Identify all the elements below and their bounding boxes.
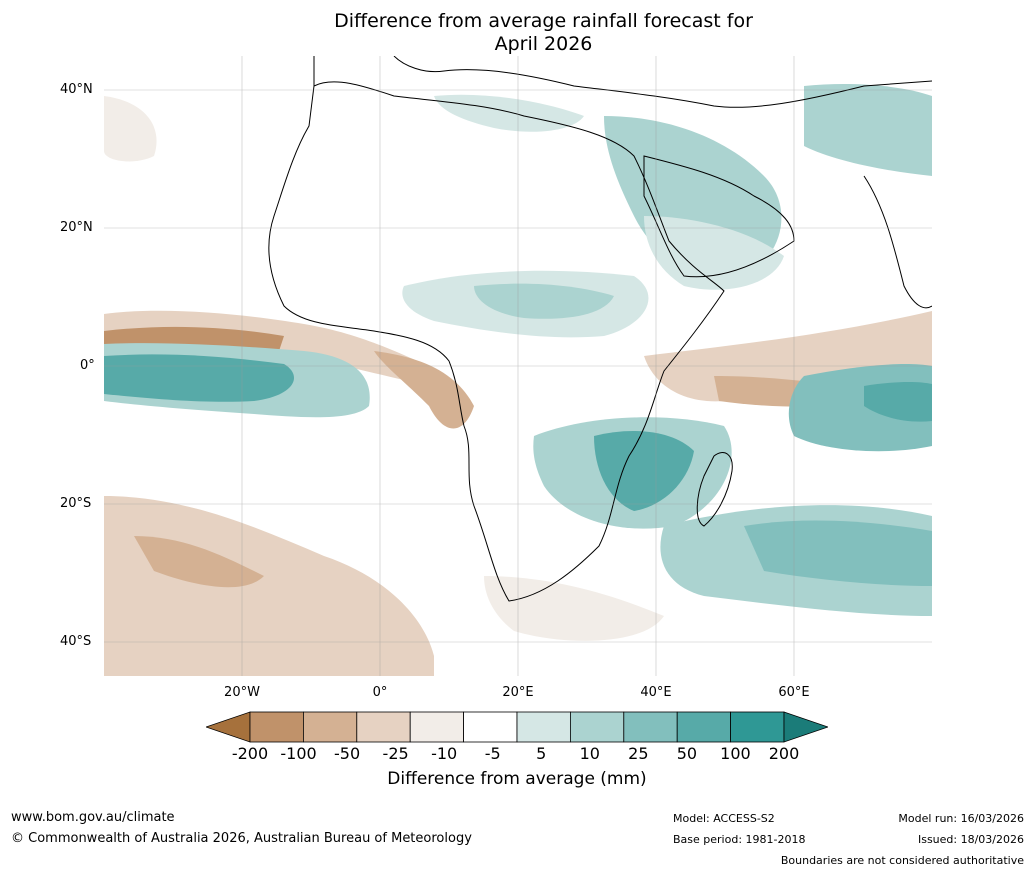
boundaries-disclaimer: Boundaries are not considered authoritat… — [780, 854, 1024, 867]
rainfall-anomaly-map — [104, 56, 932, 676]
lat-label-0: 0° — [80, 358, 95, 373]
colorbar-swatch — [516, 711, 571, 743]
wetter-regions — [104, 84, 932, 616]
map-title-line-1: Difference from average rainfall forecas… — [334, 10, 753, 32]
website-link[interactable]: www.bom.gov.au/climate — [11, 810, 175, 825]
drier-south-atlantic-core — [134, 536, 264, 588]
colorbar-swatch — [676, 711, 732, 743]
graticule — [104, 56, 932, 676]
lat-label-20n: 20°N — [60, 220, 93, 235]
europe-coastline — [313, 56, 932, 108]
colorbar-tick-label: -25 — [382, 744, 409, 763]
colorbar-swatch — [623, 711, 678, 743]
colorbar-tick-label: 5 — [536, 744, 547, 763]
drier-gulf-guinea — [374, 351, 474, 429]
colorbar-tick-label: -100 — [280, 744, 317, 763]
drier-south-atlantic — [104, 496, 434, 676]
wetter-indian-ocean-core — [744, 520, 932, 586]
colorbar — [206, 711, 828, 743]
lon-label-40e: 40°E — [640, 685, 672, 700]
coastlines — [268, 56, 932, 602]
model-run-date: Model run: 16/03/2026 — [898, 812, 1024, 825]
drier-south-africa-coast — [484, 576, 664, 641]
colorbar-swatch — [303, 711, 358, 743]
lon-label-20e: 20°E — [502, 685, 534, 700]
colorbar-swatch — [463, 711, 518, 743]
wetter-asia — [804, 84, 932, 176]
colorbar-tick-label: 200 — [768, 744, 800, 763]
colorbar-arrow-low — [206, 711, 251, 743]
colorbar-arrow-high — [783, 711, 828, 743]
map-title: Difference from average rainfall forecas… — [0, 10, 1035, 56]
colorbar-swatch — [730, 711, 785, 743]
arabia-coastline — [643, 155, 795, 278]
colorbar-swatch — [569, 711, 625, 743]
lon-label-0: 0° — [372, 685, 388, 700]
madagascar-coastline — [696, 452, 733, 527]
wetter-mediterranean — [434, 94, 584, 132]
wetter-indian-ocean-east-core — [864, 381, 932, 422]
map-canvas — [104, 56, 932, 676]
africa-coastline — [268, 81, 725, 602]
model-name: Model: ACCESS-S2 — [673, 812, 775, 825]
colorbar-tick-label: 100 — [720, 744, 751, 763]
map-title-line-2: April 2026 — [494, 33, 593, 55]
colorbar-label: Difference from average (mm) — [387, 769, 647, 789]
colorbar-swatch — [249, 711, 304, 743]
colorbar-tick-label: -10 — [431, 744, 458, 763]
colorbar-swatch — [409, 711, 464, 743]
base-period: Base period: 1981-2018 — [673, 833, 806, 846]
drier-n-atlantic — [104, 96, 157, 162]
colorbar-tick-label: 50 — [676, 744, 698, 763]
colorbar-tick-label: 25 — [628, 744, 649, 763]
lon-label-20w: 20°W — [224, 685, 260, 700]
colorbar-tick-label: 10 — [579, 744, 600, 763]
lon-label-60e: 60°E — [778, 685, 810, 700]
issued-date: Issued: 18/03/2026 — [917, 833, 1024, 846]
colorbar-tick-label: -50 — [334, 744, 361, 763]
colorbar-tick-label: -5 — [484, 744, 501, 763]
colorbar-swatch — [356, 711, 411, 743]
wetter-mozambique-core — [594, 431, 694, 511]
colorbar-tick-label: -200 — [231, 744, 269, 763]
lat-label-40s: 40°S — [60, 634, 92, 649]
india-coastline — [863, 175, 932, 309]
copyright-text: © Commonwealth of Australia 2026, Austra… — [11, 831, 472, 846]
lat-label-40n: 40°N — [60, 82, 93, 97]
lat-label-20s: 20°S — [60, 496, 92, 511]
wetter-middle-east-light — [644, 216, 784, 290]
wetter-central-africa-core — [474, 283, 614, 319]
